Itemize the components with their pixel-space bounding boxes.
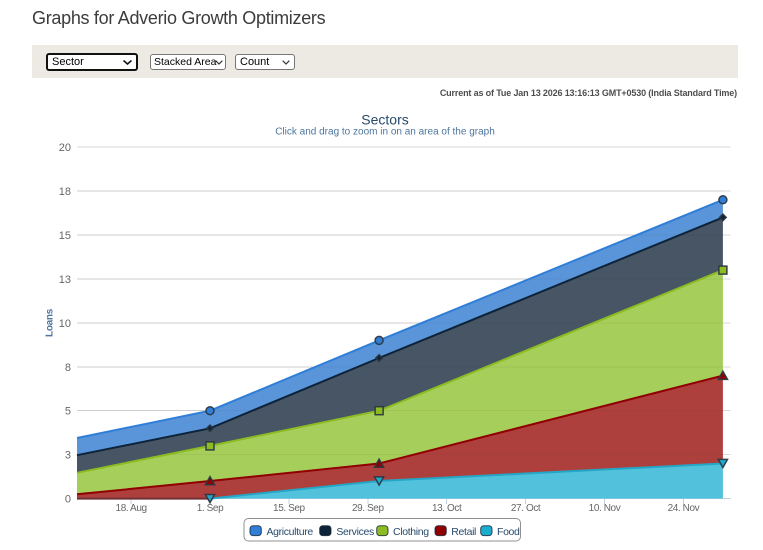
svg-text:1. Sep: 1. Sep bbox=[197, 503, 224, 514]
svg-text:18. Aug: 18. Aug bbox=[116, 503, 147, 514]
svg-text:Agriculture: Agriculture bbox=[267, 526, 314, 538]
svg-text:13. Oct: 13. Oct bbox=[432, 503, 462, 514]
svg-text:Retail: Retail bbox=[451, 526, 476, 538]
svg-text:10. Nov: 10. Nov bbox=[589, 503, 621, 514]
svg-text:15: 15 bbox=[59, 230, 71, 242]
svg-text:29. Sep: 29. Sep bbox=[352, 503, 385, 514]
svg-text:Food: Food bbox=[497, 526, 520, 538]
svg-text:15. Sep: 15. Sep bbox=[273, 503, 306, 514]
svg-text:Clothing: Clothing bbox=[393, 526, 429, 538]
svg-text:20: 20 bbox=[59, 142, 71, 154]
svg-text:Click and drag to zoom in on a: Click and drag to zoom in on an area of … bbox=[275, 127, 495, 138]
svg-text:24. Nov: 24. Nov bbox=[668, 503, 700, 514]
svg-text:0: 0 bbox=[65, 494, 71, 506]
svg-text:10: 10 bbox=[59, 318, 71, 330]
svg-text:27. Oct: 27. Oct bbox=[511, 503, 541, 514]
svg-text:3: 3 bbox=[65, 450, 71, 462]
svg-text:8: 8 bbox=[65, 362, 71, 374]
svg-text:Services: Services bbox=[336, 526, 374, 538]
svg-text:Sectors: Sectors bbox=[361, 112, 408, 128]
svg-text:5: 5 bbox=[65, 406, 71, 418]
svg-text:13: 13 bbox=[59, 274, 71, 286]
svg-text:18: 18 bbox=[59, 186, 71, 198]
svg-text:Loans: Loans bbox=[45, 308, 56, 337]
